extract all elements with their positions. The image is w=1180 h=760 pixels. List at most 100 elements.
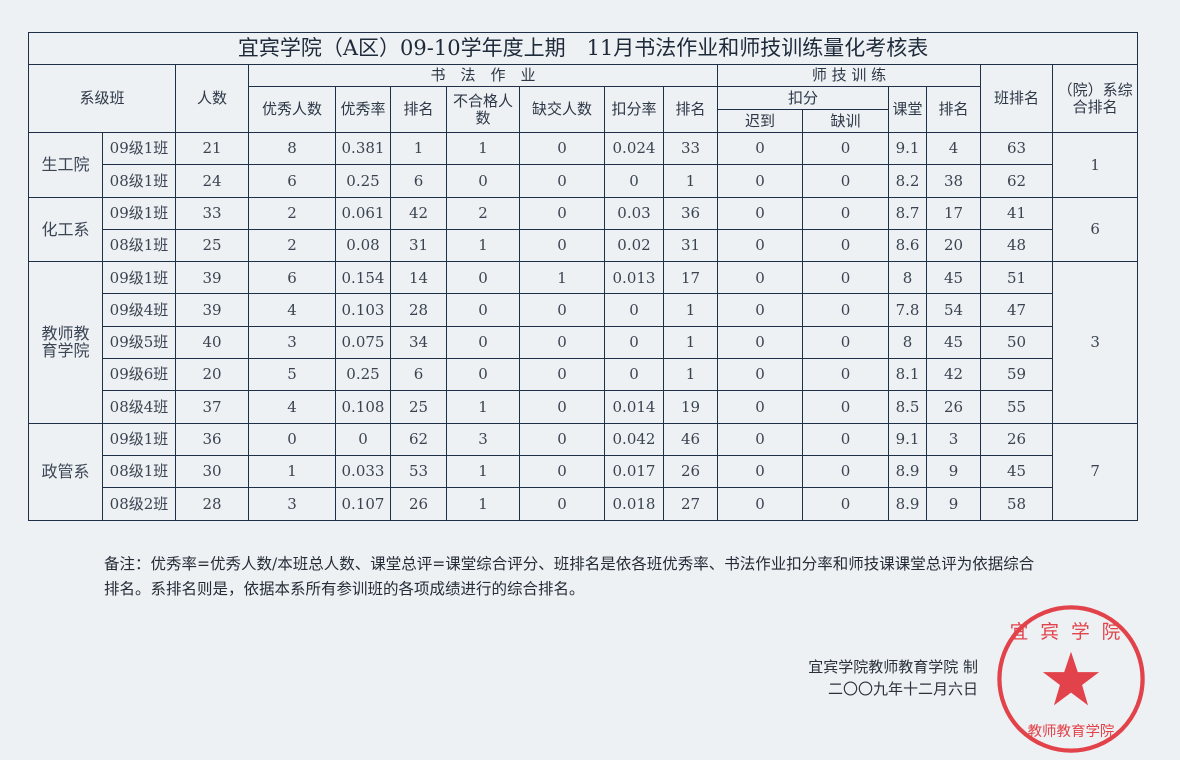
table-cell: 0 bbox=[802, 196, 889, 230]
table-cell: 30 bbox=[175, 454, 249, 489]
table-cell: 38 bbox=[926, 164, 981, 198]
dept-name: 生工院 bbox=[28, 132, 103, 198]
table-cell: 31 bbox=[390, 228, 447, 263]
table-cell: 54 bbox=[926, 293, 981, 327]
table-cell: 0 bbox=[248, 422, 336, 456]
table-cell: 8.7 bbox=[888, 196, 927, 230]
table-row: 政管系 09级1班 36 0 0 62 3 0 0.042 46 0 0 9.1 3 26 7 bbox=[28, 422, 1139, 521]
table-cell: 0 bbox=[802, 293, 889, 327]
table-cell: 0 bbox=[802, 390, 889, 424]
table-cell: 0.061 bbox=[335, 196, 391, 230]
table-cell: 27 bbox=[663, 487, 718, 521]
table-cell: 1 bbox=[663, 325, 718, 360]
table-cell: 0.024 bbox=[604, 131, 664, 166]
dept-name: 化工系 bbox=[28, 196, 103, 263]
table-cell: 3 bbox=[446, 422, 520, 456]
table-cell: 26 bbox=[980, 422, 1053, 456]
table-cell: 26 bbox=[663, 454, 718, 489]
table-row: 09级5班 40 3 0.075 34 0 0 0 1 0 0 8 45 50 bbox=[29, 325, 1138, 360]
table-cell: 5 bbox=[248, 358, 336, 392]
signature-org: 宜宾学院教师教育学院 制 bbox=[808, 658, 978, 676]
table-cell: 2 bbox=[248, 228, 336, 263]
table-cell: 25 bbox=[390, 390, 447, 424]
table-cell: 40 bbox=[175, 325, 249, 360]
table-cell: 1 bbox=[663, 293, 718, 327]
table-cell: 24 bbox=[175, 164, 249, 198]
table-cell: 1 bbox=[248, 454, 336, 489]
table-cell: 1 bbox=[446, 131, 520, 166]
table-row: 08级1班 25 2 0.08 31 1 0 0.02 31 0 0 8.6 20 48 bbox=[29, 228, 1138, 263]
table-cell: 0 bbox=[717, 261, 803, 295]
svg-text:教师教育学院: 教师教育学院 bbox=[1028, 723, 1115, 740]
table-row: 09级4班 39 4 0.103 28 0 0 0 1 0 0 7.8 54 47 bbox=[29, 293, 1138, 327]
table-cell: 1 bbox=[390, 131, 447, 166]
table-cell: 39 bbox=[175, 293, 249, 327]
table-cell: 63 bbox=[980, 131, 1053, 166]
table-cell: 0 bbox=[604, 358, 664, 392]
table-cell: 0.08 bbox=[335, 228, 391, 263]
table-cell: 0 bbox=[604, 293, 664, 327]
table-cell: 59 bbox=[980, 358, 1053, 392]
table-cell: 6 bbox=[248, 261, 336, 295]
table-cell: 0 bbox=[519, 325, 605, 360]
table-cell: 0 bbox=[717, 131, 803, 166]
table-cell: 0 bbox=[335, 422, 391, 456]
table-cell: 0 bbox=[446, 261, 520, 295]
table-cell: 8 bbox=[888, 261, 927, 295]
table-cell: 20 bbox=[926, 228, 981, 263]
header-class-rank: 班排名 bbox=[980, 64, 1053, 133]
table-cell: 9 bbox=[926, 487, 981, 521]
table-cell: 42 bbox=[390, 196, 447, 230]
table-cell: 8.5 bbox=[888, 390, 927, 424]
table-cell: 17 bbox=[663, 261, 718, 295]
table-row: 08级1班 24 6 0.25 6 0 0 0 1 0 0 8.2 38 62 bbox=[29, 164, 1138, 198]
header-dept-rank: （院）系综合排名 bbox=[1051, 64, 1139, 133]
table-cell: 4 bbox=[926, 131, 981, 166]
header-count: 人数 bbox=[175, 64, 249, 133]
table-cell: 0 bbox=[802, 487, 889, 521]
table-cell: 36 bbox=[663, 196, 718, 230]
table-cell: 08级1班 bbox=[102, 228, 176, 263]
table-cell: 62 bbox=[980, 164, 1053, 198]
table-row: 化工系 09级1班 33 2 0.061 42 2 0 0.03 36 0 0 8.7 17 41 6 bbox=[28, 196, 1139, 263]
table-cell: 46 bbox=[663, 422, 718, 456]
table-cell: 0 bbox=[519, 164, 605, 198]
dept-rank: 6 bbox=[1051, 196, 1139, 263]
table-title: 宜宾学院（A区）09-10学年度上期 11月书法作业和师技训练量化考核表 bbox=[27, 32, 1139, 65]
table-cell: 0 bbox=[446, 358, 520, 392]
table-cell: 3 bbox=[248, 325, 336, 360]
header-teacher-skill: 师 技 训 练 bbox=[717, 64, 981, 87]
table-cell: 0 bbox=[717, 293, 803, 327]
table-cell: 8.9 bbox=[888, 454, 927, 489]
table-cell: 8 bbox=[888, 325, 927, 360]
table-cell: 8.9 bbox=[888, 487, 927, 521]
table-cell: 0.25 bbox=[335, 358, 391, 392]
table-cell: 6 bbox=[248, 164, 336, 198]
table-row: 08级1班 30 1 0.033 53 1 0 0.017 26 0 0 8.9 9 45 bbox=[29, 454, 1138, 489]
table-cell: 55 bbox=[980, 390, 1053, 424]
table-cell: 0.107 bbox=[335, 487, 391, 521]
table-cell: 0 bbox=[519, 422, 605, 456]
table-cell: 0 bbox=[802, 454, 889, 489]
table-row: 08级2班 28 3 0.107 26 1 0 0.018 27 0 0 8.9 9 58 bbox=[29, 487, 1138, 521]
table-cell: 4 bbox=[248, 293, 336, 327]
table-cell: 0 bbox=[717, 390, 803, 424]
table-cell: 0 bbox=[519, 487, 605, 521]
table-cell: 0.108 bbox=[335, 390, 391, 424]
table-cell: 33 bbox=[663, 131, 718, 166]
dept-name: 教师教育学院 bbox=[28, 261, 103, 424]
table-cell: 08级1班 bbox=[102, 454, 176, 489]
table-cell: 9.1 bbox=[888, 422, 927, 456]
table-cell: 0 bbox=[717, 164, 803, 198]
header-late: 迟到 bbox=[717, 109, 803, 133]
table-cell: 0 bbox=[519, 196, 605, 230]
table-cell: 51 bbox=[980, 261, 1053, 295]
table-cell: 20 bbox=[175, 358, 249, 392]
star-icon bbox=[1042, 651, 1100, 706]
table-cell: 41 bbox=[980, 196, 1053, 230]
table-cell: 58 bbox=[980, 487, 1053, 521]
svg-text:宜宾学院: 宜宾学院 bbox=[1010, 621, 1133, 643]
footnote: 备注：优秀率=优秀人数/本班总人数、课堂总评=课堂综合评分、班排名是依各班优秀率… bbox=[104, 555, 1035, 598]
table-cell: 0.017 bbox=[604, 454, 664, 489]
table-cell: 09级1班 bbox=[102, 422, 176, 456]
